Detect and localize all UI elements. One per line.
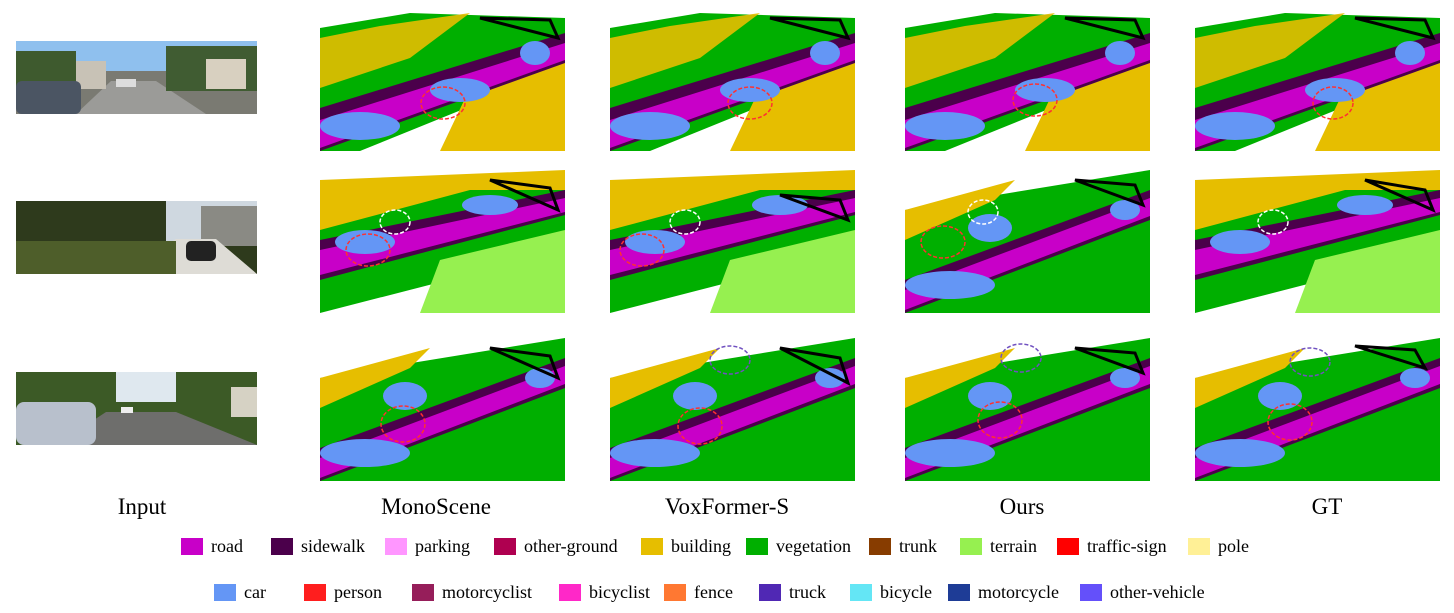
legend-swatch [1188,538,1210,555]
legend-swatch [559,584,581,601]
legend-swatch [664,584,686,601]
legend-swatch [759,584,781,601]
input-image-row-3 [16,372,257,445]
legend-item: road [181,536,243,557]
legend-swatch [304,584,326,601]
legend-item: parking [385,536,470,557]
column-label-gt: GT [1311,494,1343,519]
legend-item: fence [664,582,733,603]
legend-row-2: car person motorcyclist bicyclist fence … [0,582,1454,606]
scene-ours-row-2 [905,170,1150,313]
legend-swatch [494,538,516,555]
scene-ours-row-3 [905,338,1150,481]
legend-swatch [1057,538,1079,555]
legend-item: sidewalk [271,536,365,557]
input-image-row-2 [16,201,257,274]
scene-monoscene-row-2 [320,170,565,313]
legend-item: building [641,536,731,557]
legend-item: trunk [869,536,937,557]
legend-item: pole [1188,536,1249,557]
legend-swatch [214,584,236,601]
legend-swatch [948,584,970,601]
legend-swatch [181,538,203,555]
legend-swatch [960,538,982,555]
column-label-voxformer-s: VoxFormer-S [664,494,790,519]
scene-monoscene-row-1 [320,8,565,151]
legend-swatch [850,584,872,601]
legend-item: motorcyclist [412,582,532,603]
column-label-input: Input [117,494,167,519]
scene-voxformer-row-3 [610,338,855,481]
legend-row-1: road sidewalk parking other-ground build… [0,536,1454,560]
legend-item: car [214,582,266,603]
legend-item: person [304,582,382,603]
legend-item: other-vehicle [1080,582,1205,603]
legend-swatch [869,538,891,555]
scene-gt-row-1 [1195,8,1440,151]
legend-item: truck [759,582,826,603]
legend-item: vegetation [746,536,851,557]
scene-ours-row-1 [905,8,1150,151]
legend-swatch [1080,584,1102,601]
legend-item: traffic-sign [1057,536,1167,557]
scene-gt-row-3 [1195,338,1440,481]
legend-swatch [641,538,663,555]
legend-item: motorcycle [948,582,1059,603]
legend-item: terrain [960,536,1037,557]
input-image-row-1 [16,41,257,114]
scene-voxformer-row-1 [610,8,855,151]
column-label-monoscene: MonoScene [381,494,491,519]
scene-voxformer-row-2 [610,170,855,313]
scene-gt-row-2 [1195,170,1440,313]
legend-item: other-ground [494,536,618,557]
column-label-ours: Ours [999,494,1045,519]
legend-swatch [385,538,407,555]
legend-swatch [746,538,768,555]
scene-monoscene-row-3 [320,338,565,481]
legend-item: bicycle [850,582,932,603]
legend-item: bicyclist [559,582,650,603]
legend-swatch [412,584,434,601]
legend-swatch [271,538,293,555]
